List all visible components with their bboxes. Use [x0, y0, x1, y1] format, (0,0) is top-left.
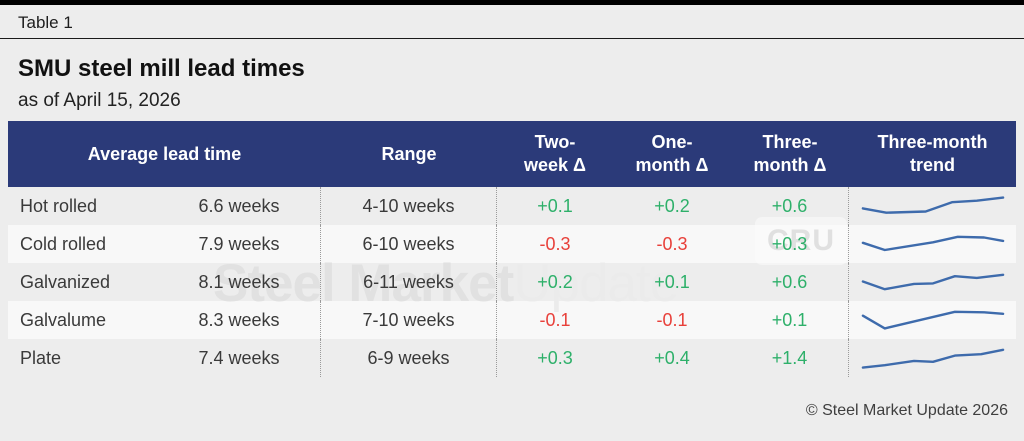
header-line: Two- — [534, 132, 576, 152]
one-month-delta-cell: +0.1 — [654, 272, 690, 292]
product-cell: Plate — [20, 348, 62, 368]
trend-cell — [849, 225, 1016, 263]
table-row: Galvalume 8.3 weeks 7-10 weeks -0.1 -0.1… — [8, 301, 1016, 339]
product-cell: Galvanized — [20, 272, 111, 292]
trend-sparkline — [861, 310, 1004, 330]
two-week-delta-cell: +0.3 — [537, 348, 573, 368]
avg-lead-time-cell: 7.9 weeks — [158, 225, 321, 263]
header-three-month-delta: Three- month Δ — [731, 131, 849, 177]
range-cell: 6-9 weeks — [321, 339, 497, 377]
one-month-delta-cell: -0.3 — [656, 234, 688, 254]
product-cell: Hot rolled — [20, 196, 98, 216]
avg-lead-time-cell: 8.1 weeks — [158, 263, 321, 301]
page-subtitle: as of April 15, 2026 — [18, 90, 181, 111]
table-row: Cold rolled 7.9 weeks 6-10 weeks -0.3 -0… — [8, 225, 1016, 263]
header-line: Three-month — [877, 132, 988, 152]
header-line: Three- — [762, 132, 818, 152]
copyright-notice: © Steel Market Update 2026 — [805, 402, 1008, 419]
two-week-delta-cell: -0.3 — [539, 234, 571, 254]
header-rule — [0, 38, 1024, 39]
three-month-delta-cell: +0.1 — [731, 301, 849, 339]
one-month-delta-cell: +0.2 — [654, 196, 690, 216]
trend-cell — [849, 263, 1016, 301]
avg-lead-time-cell: 7.4 weeks — [158, 339, 321, 377]
header-line: week Δ — [524, 155, 586, 175]
header-two-week-delta: Two- week Δ — [497, 131, 613, 177]
page-title: SMU steel mill lead times — [18, 55, 305, 82]
header-range: Range — [381, 143, 437, 164]
one-month-delta-cell: +0.4 — [654, 348, 690, 368]
trend-sparkline — [861, 273, 1004, 291]
range-cell: 4-10 weeks — [321, 187, 497, 225]
table-number-label: Table 1 — [18, 13, 73, 32]
trend-cell — [849, 301, 1016, 339]
trend-cell — [849, 187, 1016, 225]
range-cell: 6-10 weeks — [321, 225, 497, 263]
three-month-delta-cell: +0.6 — [731, 263, 849, 301]
trend-cell — [849, 339, 1016, 377]
table-row: Hot rolled 6.6 weeks 4-10 weeks +0.1 +0.… — [8, 187, 1016, 225]
header-line: One- — [651, 132, 693, 152]
trend-sparkline — [861, 196, 1004, 214]
avg-lead-time-cell: 6.6 weeks — [158, 187, 321, 225]
trend-sparkline — [861, 348, 1004, 369]
three-month-delta-cell: +0.6 — [731, 187, 849, 225]
header-line: trend — [910, 155, 955, 175]
table-header-row: Average lead time Range Two- week Δ One-… — [8, 121, 1016, 187]
product-cell: Galvalume — [20, 310, 107, 330]
product-cell: Cold rolled — [20, 234, 107, 254]
lead-times-table: Average lead time Range Two- week Δ One-… — [8, 121, 1016, 377]
table-row: Galvanized 8.1 weeks 6-11 weeks +0.2 +0.… — [8, 263, 1016, 301]
avg-lead-time-cell: 8.3 weeks — [158, 301, 321, 339]
two-week-delta-cell: -0.1 — [539, 310, 571, 330]
table-body: Steel MarketUpdate CRU Hot rolled 6.6 we… — [8, 187, 1016, 377]
table-row: Plate 7.4 weeks 6-9 weeks +0.3 +0.4 +1.4 — [8, 339, 1016, 377]
two-week-delta-cell: +0.1 — [537, 196, 573, 216]
header-one-month-delta: One- month Δ — [613, 131, 731, 177]
three-month-delta-cell: +1.4 — [731, 339, 849, 377]
header-three-month-trend: Three-month trend — [849, 131, 1016, 177]
top-black-bar — [0, 0, 1024, 5]
range-cell: 7-10 weeks — [321, 301, 497, 339]
header-average-lead-time: Average lead time — [87, 143, 242, 164]
two-week-delta-cell: +0.2 — [537, 272, 573, 292]
one-month-delta-cell: -0.1 — [656, 310, 688, 330]
header-line: month Δ — [753, 155, 827, 175]
range-cell: 6-11 weeks — [321, 263, 497, 301]
header-line: month Δ — [635, 155, 709, 175]
three-month-delta-cell: +0.3 — [731, 225, 849, 263]
trend-sparkline — [861, 235, 1004, 252]
